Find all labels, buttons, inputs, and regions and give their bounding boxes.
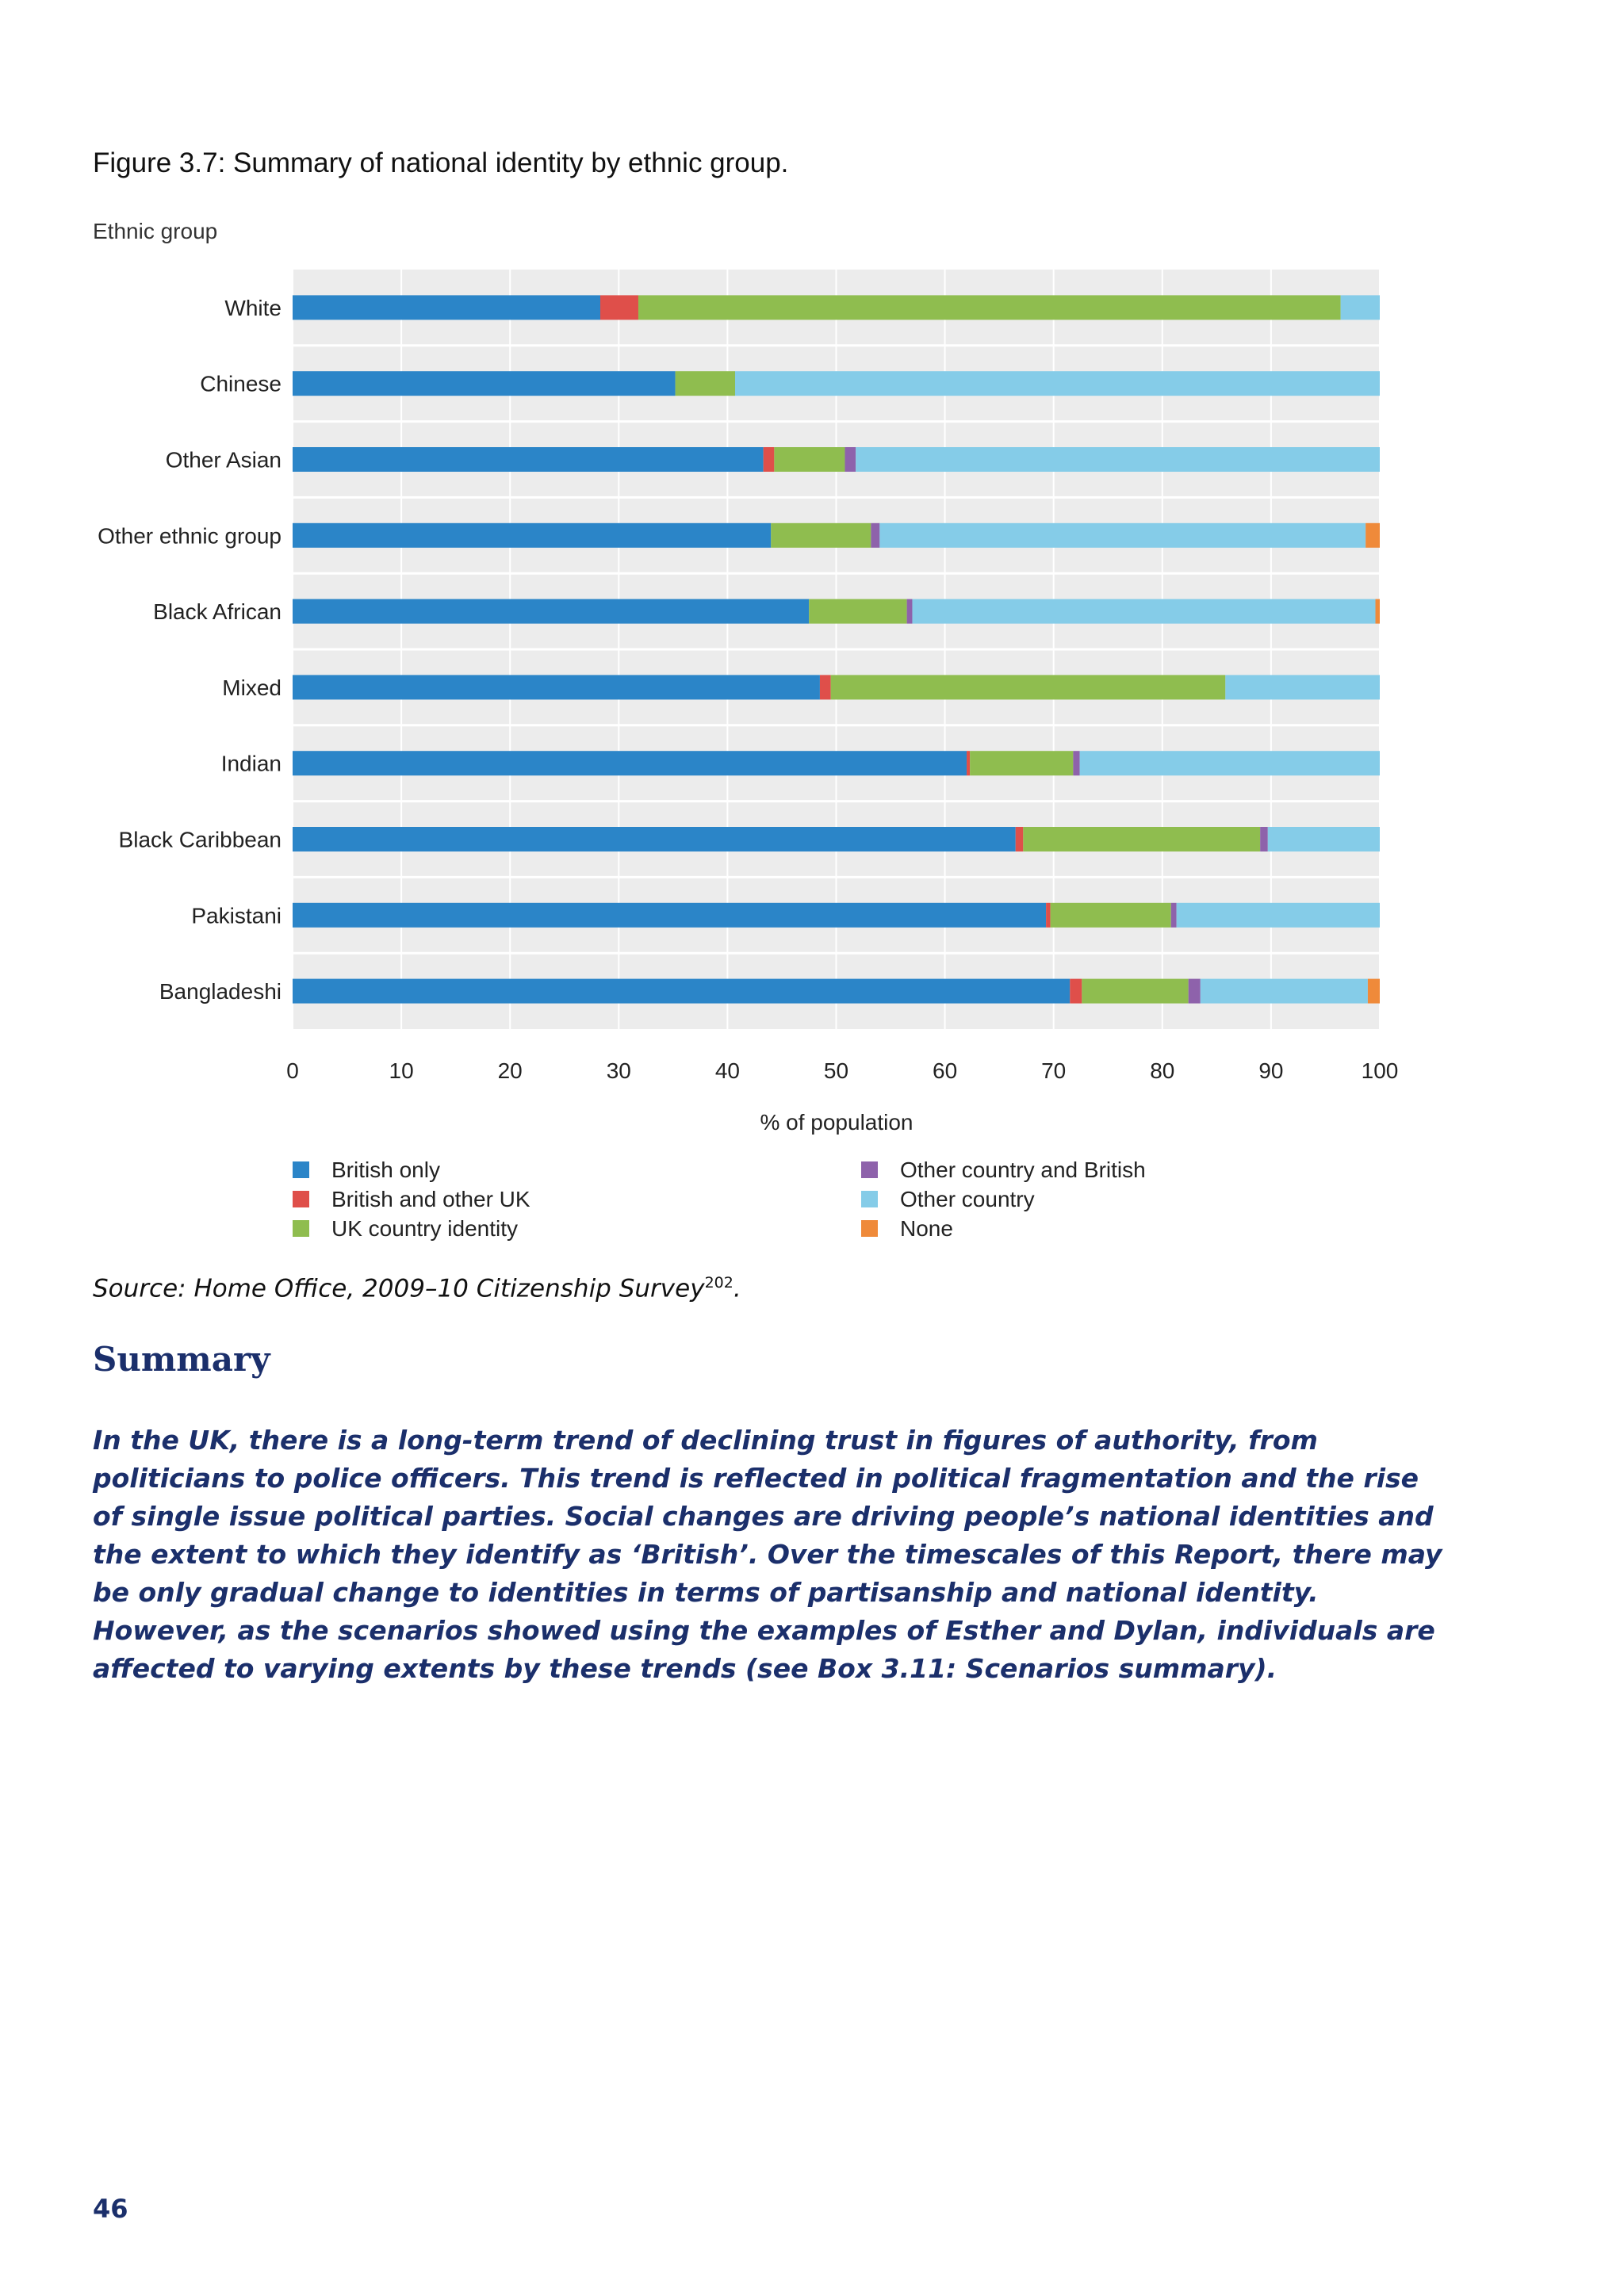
- bar-segment: [879, 522, 1366, 548]
- legend-label: British and other UK: [331, 1186, 530, 1211]
- bar-segment: [1015, 827, 1024, 851]
- bar-segment: [293, 675, 820, 700]
- bar-segment: [293, 371, 676, 396]
- bar-segment: [1079, 751, 1380, 776]
- legend-label: Other country: [900, 1186, 1035, 1211]
- page-number: 46: [93, 2194, 128, 2224]
- summary-heading: Summary: [93, 1340, 270, 1379]
- bar-segment: [1073, 751, 1080, 776]
- bar-segment: [906, 599, 913, 624]
- legend-item: UK country identity: [293, 1214, 530, 1243]
- legend-column-left: British only British and other UK UK count…: [293, 1155, 530, 1243]
- x-tick-label: 80: [1150, 1058, 1174, 1083]
- bar-segment: [871, 522, 880, 548]
- category-label: Other ethnic group: [98, 523, 282, 548]
- x-tick-label: 40: [715, 1058, 740, 1083]
- x-tick-label: 60: [933, 1058, 957, 1083]
- legend-label: None: [900, 1215, 953, 1241]
- bar-segment: [638, 295, 1341, 320]
- x-axis-title: % of population: [760, 1110, 913, 1135]
- bar-segment: [856, 447, 1380, 472]
- bar-segment: [293, 978, 1071, 1004]
- legend-swatch: [293, 1191, 309, 1207]
- category-label: Chinese: [200, 372, 282, 396]
- legend-column-right: Other country and British Other country No…: [861, 1155, 1146, 1243]
- legend-swatch: [861, 1191, 878, 1207]
- legend-label: British only: [331, 1157, 440, 1182]
- bar-segment: [293, 751, 967, 776]
- bar-segment: [1267, 827, 1380, 851]
- x-tick-label: 50: [824, 1058, 848, 1083]
- legend-label: UK country identity: [331, 1215, 518, 1241]
- source-note: Source: Home Office, 2009–10 Citizenship…: [93, 1274, 741, 1303]
- legend-swatch: [861, 1220, 878, 1237]
- legend-label: Other country and British: [900, 1157, 1146, 1182]
- source-end: .: [733, 1274, 741, 1303]
- bar-segment: [293, 447, 764, 472]
- category-label: Bangladeshi: [159, 979, 282, 1004]
- legend-item: Other country: [861, 1184, 1146, 1214]
- bar-segment: [293, 295, 600, 320]
- x-tick-label: 30: [607, 1058, 631, 1083]
- category-label: Black African: [153, 599, 282, 624]
- bar-segment: [1023, 827, 1261, 851]
- x-tick-label: 70: [1041, 1058, 1066, 1083]
- source-footnote: 202: [704, 1274, 733, 1292]
- bar-segment: [1340, 295, 1380, 320]
- bar-segment: [1200, 978, 1368, 1004]
- legend-item: None: [861, 1214, 1146, 1243]
- legend-item: British only: [293, 1155, 530, 1184]
- category-label: Mixed: [222, 675, 282, 700]
- bar-segment: [809, 599, 907, 624]
- summary-body: In the UK, there is a long-term trend of…: [93, 1425, 1442, 1684]
- bar-segment: [970, 751, 1074, 776]
- figure-title: Figure 3.7: Summary of national identity…: [93, 147, 789, 178]
- legend-swatch: [293, 1161, 309, 1178]
- bar-segment: [1046, 902, 1051, 928]
- category-label: White: [224, 296, 282, 320]
- bar-segment: [293, 522, 772, 548]
- bar-segment: [830, 675, 1226, 700]
- bar-segment: [1260, 827, 1268, 851]
- bar-segment: [912, 599, 1376, 624]
- bar-segment: [1170, 902, 1177, 928]
- bar-segment: [967, 751, 971, 776]
- x-tick-label: 20: [498, 1058, 523, 1083]
- bar-segment: [774, 447, 845, 472]
- legend-item: British and other UK: [293, 1184, 530, 1214]
- bar-segment: [599, 295, 638, 320]
- x-tick-label: 10: [389, 1058, 414, 1083]
- bar-segment: [293, 902, 1047, 928]
- bar-segment: [845, 447, 856, 472]
- legend-item: Other country and British: [861, 1155, 1146, 1184]
- bar-segment: [1176, 902, 1380, 928]
- stacked-bar-chart: White Chinese Other Asian Other ethnic grou…: [98, 270, 1399, 1135]
- bar-segment: [1082, 978, 1189, 1004]
- legend-swatch: [293, 1220, 309, 1237]
- bar-segment: [1188, 978, 1201, 1004]
- y-axis-title: Ethnic group: [93, 219, 218, 243]
- category-label: Indian: [221, 752, 282, 776]
- bar-segment: [1375, 599, 1380, 624]
- x-tick-label: 0: [286, 1058, 299, 1083]
- bar-segment: [734, 371, 1380, 396]
- category-label: Other Asian: [166, 448, 282, 473]
- bar-segment: [1070, 978, 1082, 1004]
- bar-segment: [1365, 522, 1380, 548]
- x-tick-label: 100: [1362, 1058, 1399, 1083]
- bar-segment: [675, 371, 735, 396]
- x-tick-label: 90: [1258, 1058, 1283, 1083]
- source-text: Source: Home Office, 2009–10 Citizenship…: [93, 1274, 705, 1303]
- category-label: Pakistani: [191, 903, 282, 928]
- category-label: Black Caribbean: [119, 828, 282, 852]
- bar-segment: [1367, 978, 1380, 1004]
- legend-swatch: [861, 1161, 878, 1178]
- bar-segment: [293, 827, 1016, 851]
- bar-segment: [819, 675, 831, 700]
- bar-segment: [1050, 902, 1171, 928]
- bar-segment: [1225, 675, 1380, 700]
- bar-segment: [293, 599, 810, 624]
- bar-segment: [763, 447, 775, 472]
- bar-segment: [771, 522, 871, 548]
